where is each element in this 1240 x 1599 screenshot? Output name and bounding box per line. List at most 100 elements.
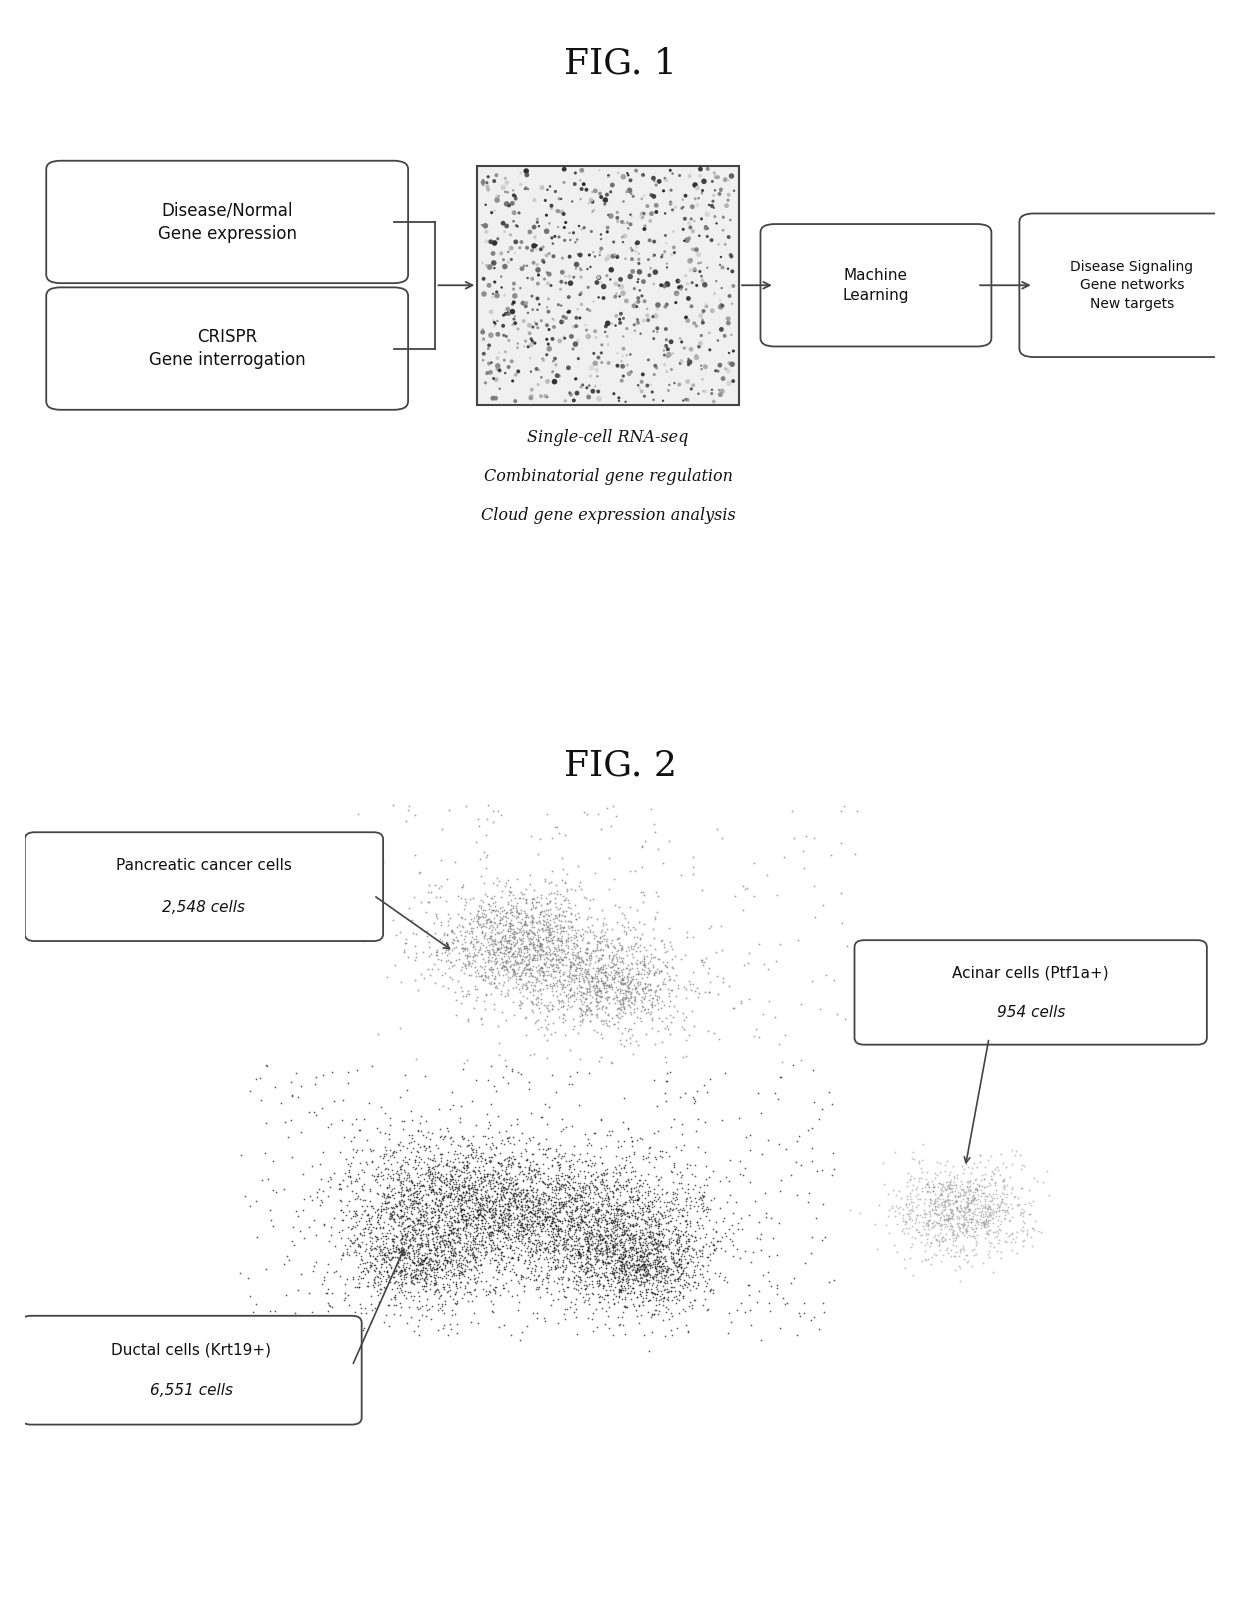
Point (595, 1185, 615, 1210)
Point (593, 1201, 613, 1226)
Point (569, 1225, 589, 1250)
Point (453, 1124, 472, 1150)
Point (477, 1162, 497, 1188)
Point (665, 1274, 684, 1300)
Point (534, 1190, 554, 1215)
Point (676, 1311, 696, 1337)
Point (988, 1191, 1008, 1217)
Point (460, 1183, 480, 1209)
Point (577, 1228, 596, 1254)
Point (949, 1204, 968, 1230)
Point (699, 915, 719, 940)
Point (438, 1262, 458, 1287)
Point (389, 1156, 409, 1182)
Point (399, 1255, 419, 1281)
Point (506, 1170, 526, 1196)
Point (983, 1206, 1003, 1231)
Point (469, 1134, 489, 1159)
Point (424, 1156, 444, 1182)
Point (626, 158, 646, 184)
Point (492, 894, 512, 919)
Point (489, 1217, 508, 1242)
Point (404, 1250, 424, 1276)
Point (485, 1278, 505, 1303)
Point (479, 1198, 498, 1223)
Point (630, 1239, 650, 1265)
Point (456, 1178, 476, 1204)
Point (435, 1234, 455, 1260)
Point (480, 908, 500, 934)
Point (585, 993, 605, 1019)
Point (366, 1258, 386, 1284)
Point (520, 1228, 539, 1254)
Point (407, 1185, 427, 1210)
Point (458, 982, 477, 1007)
Point (977, 1220, 997, 1246)
Point (485, 1236, 505, 1262)
Point (491, 1217, 511, 1242)
Point (564, 1254, 584, 1279)
Point (609, 1210, 629, 1236)
Point (387, 1223, 407, 1249)
Point (456, 1145, 476, 1170)
Point (285, 1300, 305, 1326)
Point (461, 1234, 481, 1260)
Point (521, 823, 541, 849)
Point (372, 1276, 392, 1302)
Point (489, 1193, 508, 1218)
Point (430, 1193, 450, 1218)
Point (391, 1244, 410, 1270)
Point (582, 1279, 601, 1305)
Point (471, 863, 491, 889)
Point (495, 219, 515, 245)
Point (975, 1191, 994, 1217)
Point (525, 233, 544, 259)
Point (429, 1202, 449, 1228)
Point (521, 988, 541, 1014)
Point (703, 1158, 723, 1183)
Point (667, 1265, 687, 1290)
Point (551, 1218, 570, 1244)
Point (546, 1226, 565, 1252)
Point (542, 924, 562, 950)
Point (582, 355, 601, 381)
Point (438, 1210, 458, 1236)
Point (696, 272, 715, 297)
Point (609, 995, 629, 1020)
Point (554, 1191, 574, 1217)
Point (526, 1162, 546, 1188)
Point (397, 1177, 417, 1202)
Point (619, 951, 639, 977)
Point (650, 168, 670, 193)
Point (694, 1140, 714, 1166)
Point (389, 1191, 409, 1217)
Point (547, 1079, 567, 1105)
Point (523, 1185, 543, 1210)
Point (548, 947, 568, 972)
Point (631, 185, 651, 211)
Point (479, 1278, 498, 1303)
Point (630, 1172, 650, 1198)
Point (314, 1212, 334, 1238)
Point (924, 1172, 944, 1198)
Point (459, 1206, 479, 1231)
Point (538, 331, 558, 357)
Point (348, 1231, 368, 1257)
Point (923, 1244, 942, 1270)
Point (962, 1186, 982, 1212)
Point (388, 1276, 408, 1302)
Point (547, 1150, 567, 1175)
Point (496, 948, 516, 974)
Point (497, 1202, 517, 1228)
Point (503, 990, 523, 1015)
Point (961, 1223, 981, 1249)
Point (646, 1274, 666, 1300)
Point (417, 1209, 436, 1234)
Point (627, 1266, 647, 1292)
Point (491, 240, 511, 265)
Point (687, 313, 707, 339)
Point (546, 1238, 565, 1263)
Point (409, 1231, 429, 1257)
Point (549, 950, 569, 975)
Point (544, 1198, 564, 1223)
